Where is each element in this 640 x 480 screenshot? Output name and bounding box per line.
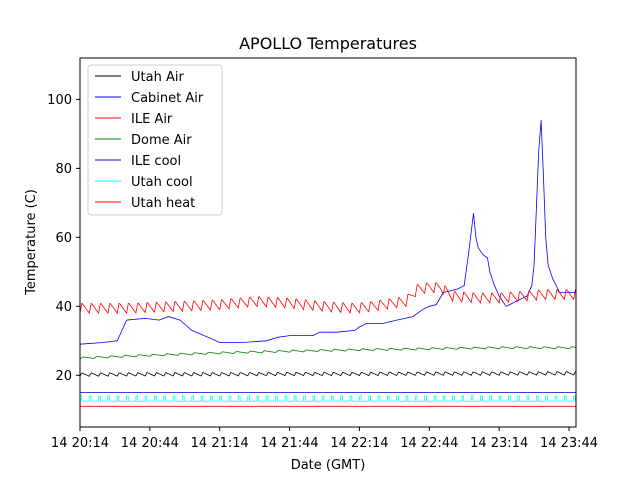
axes-frame — [79, 57, 577, 428]
plot-area — [79, 120, 577, 407]
legend-label: ILE Air — [131, 112, 173, 127]
x-tick-label: 14 23:14 — [470, 436, 528, 451]
y-axis: 20 40 60 80 100 — [47, 93, 80, 384]
legend-label: Utah Air — [131, 70, 184, 85]
series-line-utah-air — [79, 371, 576, 377]
chart-title: APOLLO Temperatures — [239, 34, 417, 53]
legend-label: Cabinet Air — [131, 91, 204, 106]
series-line-utah-cool — [80, 395, 576, 402]
legend-label: ILE cool — [131, 154, 181, 169]
x-tick-label: 14 23:44 — [540, 436, 598, 451]
legend-label: Dome Air — [131, 133, 192, 148]
x-axis: 14 20:14 14 20:44 14 21:14 14 21:44 14 22:14… — [51, 427, 598, 451]
x-axis-label: Date (GMT) — [291, 458, 366, 473]
y-tick-label: 100 — [47, 93, 72, 108]
y-tick-label: 40 — [55, 300, 72, 315]
legend: Utah Air Cabinet Air ILE Air Dome Air ILE co… — [87, 64, 223, 216]
y-tick-label: 60 — [55, 231, 72, 246]
series-line-dome-air — [79, 346, 577, 360]
legend-label: Utah cool — [131, 175, 193, 190]
y-axis-label: Temperature (C) — [24, 189, 39, 296]
y-tick-label: 20 — [55, 369, 72, 384]
x-tick-label: 14 22:14 — [330, 436, 388, 451]
x-tick-label: 14 22:44 — [400, 436, 458, 451]
x-tick-label: 14 20:14 — [51, 436, 109, 451]
y-tick-label: 80 — [55, 162, 72, 177]
series-line-ile-air — [79, 282, 576, 315]
x-tick-label: 14 20:44 — [121, 436, 179, 451]
legend-label: Utah heat — [131, 196, 195, 211]
x-tick-label: 14 21:44 — [261, 436, 319, 451]
x-tick-label: 14 21:14 — [191, 436, 249, 451]
legend-box — [87, 64, 223, 216]
